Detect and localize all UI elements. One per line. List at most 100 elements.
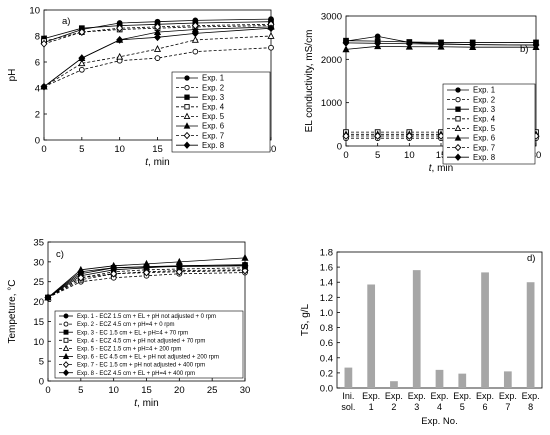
data-point bbox=[469, 40, 477, 49]
y-tick-label: 8 bbox=[35, 32, 40, 43]
data-point bbox=[142, 263, 151, 271]
axis-title-rest: , min bbox=[432, 163, 454, 174]
series-line bbox=[345, 42, 537, 46]
series-line bbox=[345, 45, 536, 50]
series-8 bbox=[40, 24, 275, 91]
data-point bbox=[268, 44, 274, 51]
legend-entry: Exp. 6 bbox=[473, 134, 495, 143]
y-tick-label: 0.8 bbox=[320, 323, 333, 334]
x-category-label: Exp. bbox=[430, 391, 448, 401]
data-point bbox=[191, 29, 199, 38]
legend-swatch-marker bbox=[454, 124, 462, 132]
data-point bbox=[40, 39, 48, 48]
y-tick-label: 2000 bbox=[321, 55, 342, 66]
x-category-label: Exp. bbox=[476, 391, 494, 401]
x-tick-label: 30 bbox=[531, 150, 542, 161]
axis-title-italic-part: t bbox=[145, 157, 149, 168]
legend-entry: Exp. 6 bbox=[202, 122, 224, 131]
x-tick-label: 30 bbox=[266, 144, 277, 155]
x-category-label: Exp. bbox=[408, 391, 426, 401]
x-axis-title: t, min bbox=[134, 398, 158, 409]
data-point bbox=[192, 48, 199, 55]
data-point bbox=[437, 40, 445, 49]
legend-entry: Exp. 7 bbox=[473, 143, 495, 152]
legend-entry: Exp. 5 - ECZ 1.5 cm + pH=4 + 200 rpm bbox=[77, 347, 181, 353]
legend-swatch-marker bbox=[454, 134, 462, 141]
x-category-label: 4 bbox=[437, 402, 442, 412]
data-point bbox=[116, 36, 124, 44]
legend-entry: Exp. 2 bbox=[202, 83, 224, 92]
y-tick-label: 0 bbox=[39, 377, 44, 388]
y-tick-label: 0.0 bbox=[320, 384, 333, 395]
data-point bbox=[342, 38, 350, 47]
data-point bbox=[405, 132, 413, 140]
y-tick-label: 0.6 bbox=[320, 338, 333, 349]
y-tick-label: 1000 bbox=[321, 98, 342, 109]
y-tick-label: 1.8 bbox=[320, 248, 333, 259]
data-point bbox=[142, 268, 151, 277]
legend-box bbox=[54, 310, 244, 379]
series-line bbox=[47, 270, 246, 298]
legend-swatch-marker bbox=[184, 75, 190, 81]
data-point bbox=[175, 267, 183, 276]
y-tick-label: 0 bbox=[337, 142, 342, 153]
axis-title-italic-part: t bbox=[429, 163, 433, 174]
y-tick-label: 1.2 bbox=[320, 293, 333, 304]
legend-entry: Exp. 8 bbox=[473, 153, 495, 162]
x-tick-label: 0 bbox=[343, 150, 348, 161]
bar bbox=[390, 381, 398, 388]
x-tick-label: 15 bbox=[436, 150, 447, 161]
data-point bbox=[116, 24, 124, 33]
legend-swatch-marker bbox=[63, 313, 69, 319]
series-8 bbox=[44, 261, 249, 302]
y-axis-title: pH bbox=[7, 69, 18, 82]
data-point bbox=[153, 23, 162, 31]
bar bbox=[367, 284, 376, 388]
series-line bbox=[43, 27, 272, 88]
panel-label: d) bbox=[527, 253, 535, 264]
x-category-label: 1 bbox=[369, 402, 374, 412]
legend-swatch-marker bbox=[183, 131, 191, 140]
legend-entry: Exp. 1 bbox=[202, 74, 224, 83]
y-axis-title: TS, g/L bbox=[300, 303, 311, 336]
data-point bbox=[374, 33, 381, 40]
legend-entry: Exp. 8 - ECZ 4.5 cm + EL + pH=4 + 400 rp… bbox=[77, 371, 195, 377]
legend-swatch-marker bbox=[184, 104, 190, 110]
x-category-label: 8 bbox=[528, 402, 533, 412]
x-axis-title: Exp. No. bbox=[421, 416, 457, 427]
y-tick-label: 1.6 bbox=[320, 263, 333, 274]
legend-entry: Exp. 1 bbox=[473, 86, 495, 95]
x-category-label: Ini. bbox=[342, 391, 354, 401]
legend-entry: Exp. 5 bbox=[473, 124, 496, 133]
legend-swatch-marker bbox=[455, 106, 461, 112]
bar bbox=[481, 272, 489, 388]
series-line bbox=[43, 21, 272, 39]
x-category-label: 3 bbox=[414, 402, 419, 412]
legend-entry: Exp. 2 bbox=[473, 95, 495, 104]
x-tick-label: 15 bbox=[152, 144, 163, 155]
x-category-label: Exp. bbox=[385, 391, 403, 401]
x-category-label: sol. bbox=[341, 402, 355, 412]
data-point bbox=[153, 33, 162, 42]
x-tick-label: 10 bbox=[114, 144, 125, 155]
data-point bbox=[78, 28, 86, 36]
data-point bbox=[241, 261, 249, 270]
y-tick-label: 10 bbox=[33, 337, 44, 348]
x-category-label: 6 bbox=[483, 402, 488, 412]
y-tick-label: 30 bbox=[33, 257, 44, 268]
series-line bbox=[43, 35, 272, 88]
y-tick-label: 4 bbox=[35, 84, 40, 95]
y-tick-label: 1.4 bbox=[320, 278, 333, 289]
legend-swatch-marker bbox=[62, 369, 70, 377]
bar bbox=[526, 282, 535, 388]
chart-panel-c: 0 5 10 15 20 25 30 35 0 5 10 15 20 25 30 t, min Tempetur… bbox=[7, 238, 250, 410]
x-tick-label: 10 bbox=[404, 150, 415, 161]
x-axis-title: t, min bbox=[429, 163, 453, 174]
y-tick-label: 1.0 bbox=[320, 308, 333, 319]
data-point bbox=[267, 32, 275, 39]
series-line bbox=[43, 18, 272, 43]
